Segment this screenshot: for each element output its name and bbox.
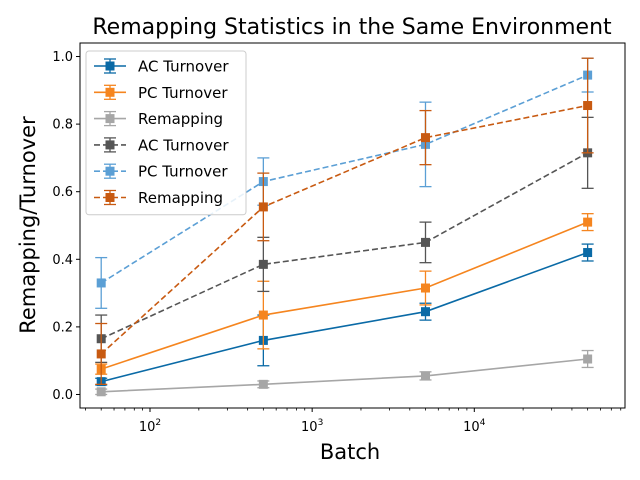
data-point xyxy=(420,133,430,143)
legend-label: PC Turnover xyxy=(138,163,228,181)
legend-marker xyxy=(105,166,115,176)
series-line xyxy=(100,104,588,355)
legend-label: AC Turnover xyxy=(138,58,229,76)
plot-frame xyxy=(79,42,626,409)
y-tick-label: 0.6 xyxy=(52,185,73,200)
legend: AC Turnover PC Turnover Remapping AC Turnov… xyxy=(85,50,247,216)
series-line xyxy=(100,152,589,340)
legend-marker xyxy=(105,193,115,202)
series-2 xyxy=(95,349,594,397)
data-point xyxy=(258,259,268,269)
axes: 0.0 0.2 0.4 0.6 0.8 1.0 102 103 104 xyxy=(52,42,626,435)
data-point xyxy=(420,283,430,293)
legend-label: Remapping xyxy=(138,110,223,128)
legend-item: PC Turnover xyxy=(94,84,228,102)
legend-item: Remapping xyxy=(94,110,223,128)
data-point xyxy=(258,202,268,212)
x-tick-label: 103 xyxy=(301,418,323,435)
legend-label: Remapping xyxy=(138,189,223,207)
legend-item: Remapping xyxy=(94,189,223,207)
data-point xyxy=(258,310,268,320)
series-line xyxy=(100,74,588,284)
data-point xyxy=(420,307,430,317)
data-point xyxy=(420,237,430,247)
legend-label: AC Turnover xyxy=(138,136,229,154)
data-point xyxy=(583,101,593,111)
legend-marker xyxy=(105,61,115,71)
data-point xyxy=(258,379,268,389)
series-line xyxy=(101,251,588,383)
y-tick-label: 0.2 xyxy=(52,320,73,335)
series-line xyxy=(101,358,588,393)
y-axis-label: Remapping/Turnover xyxy=(16,116,40,334)
series-0 xyxy=(95,243,594,387)
data-point xyxy=(96,387,106,397)
data-point xyxy=(96,349,106,359)
y-tick-label: 1.0 xyxy=(52,50,73,65)
x-axis-label: Batch xyxy=(320,440,380,464)
series-line xyxy=(100,221,588,370)
legend-marker xyxy=(105,87,115,97)
y-tick-label: 0.4 xyxy=(52,253,73,268)
legend-marker xyxy=(105,140,115,150)
data-point xyxy=(583,248,593,258)
y-tick-label: 0.0 xyxy=(52,388,73,403)
legend-item: AC Turnover xyxy=(94,136,229,154)
series-marks xyxy=(95,57,594,397)
data-point xyxy=(583,217,593,227)
series-5 xyxy=(95,57,594,385)
legend-item: PC Turnover xyxy=(94,163,228,181)
data-point xyxy=(96,278,106,288)
x-tick-label: 102 xyxy=(139,418,161,435)
y-tick-label: 0.8 xyxy=(52,118,73,133)
chart-title: Remapping Statistics in the Same Environ… xyxy=(92,15,612,40)
data-point xyxy=(583,354,593,364)
legend-item: AC Turnover xyxy=(94,58,229,76)
legend-marker xyxy=(105,114,115,124)
x-tick-label: 104 xyxy=(463,418,486,435)
data-point xyxy=(420,371,430,381)
legend-label: PC Turnover xyxy=(138,84,228,102)
